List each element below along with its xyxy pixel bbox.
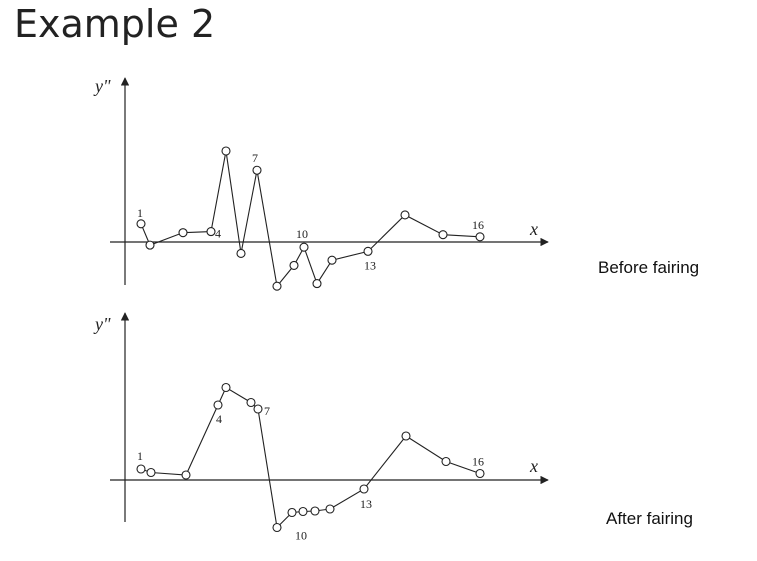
data-point-12	[325, 504, 335, 514]
y-axis-label: y"	[93, 76, 111, 96]
data-point-4	[213, 400, 223, 410]
data-point-3	[181, 470, 191, 480]
caption-after-fairing: After fairing	[606, 509, 693, 528]
point-label-10: 10	[296, 227, 308, 241]
data-point-15	[441, 456, 451, 467]
data-point-14	[401, 431, 411, 441]
data-point-8	[272, 281, 282, 291]
slide-title: Example 2	[14, 2, 216, 46]
data-point-8	[272, 522, 282, 533]
point-label-16: 16	[472, 218, 484, 232]
chart-after-fairing: x y" 1 4 7 10 13 16	[93, 312, 549, 543]
data-point-13	[359, 484, 369, 494]
data-point-2	[145, 240, 155, 250]
caption-before-fairing: Before fairing	[598, 258, 700, 277]
data-point-14	[400, 210, 410, 220]
point-label-1: 1	[137, 449, 143, 463]
data-point-1	[136, 464, 146, 474]
y-axis-label: y"	[93, 314, 111, 334]
point-label-1: 1	[137, 206, 143, 220]
data-point-11	[310, 506, 320, 516]
data-point-3	[178, 228, 188, 238]
point-label-7: 7	[252, 151, 258, 165]
data-point-16	[475, 468, 485, 479]
point-label-10: 10	[295, 529, 307, 543]
point-label-13: 13	[360, 497, 372, 511]
data-point-10	[298, 506, 308, 517]
data-point-13	[363, 246, 373, 256]
point-label-13: 13	[364, 258, 376, 272]
x-axis-label: x	[529, 456, 538, 476]
data-point-1	[136, 219, 146, 229]
data-point-5	[221, 146, 231, 156]
point-label-7: 7	[264, 404, 270, 418]
data-point-7	[253, 404, 263, 414]
data-point-6	[236, 248, 246, 258]
data-point-16	[475, 232, 485, 242]
data-point-6	[246, 397, 256, 408]
point-label-4: 4	[215, 227, 221, 241]
series-line	[140, 386, 481, 529]
series-line	[140, 150, 481, 288]
data-point-5	[221, 382, 231, 393]
data-point-9	[289, 260, 299, 270]
data-point-10	[299, 242, 309, 252]
data-point-4	[206, 227, 216, 237]
data-point-2	[146, 467, 156, 478]
data-point-11	[312, 279, 322, 289]
point-label-16: 16	[472, 455, 484, 469]
data-point-7	[252, 165, 262, 175]
x-axis-label: x	[529, 219, 538, 239]
chart-before-fairing: x y" 1 4 7 10 13 16	[93, 76, 549, 291]
data-point-12	[327, 255, 337, 265]
data-point-15	[438, 230, 448, 240]
data-point-9	[287, 507, 297, 518]
point-label-4: 4	[216, 412, 222, 426]
